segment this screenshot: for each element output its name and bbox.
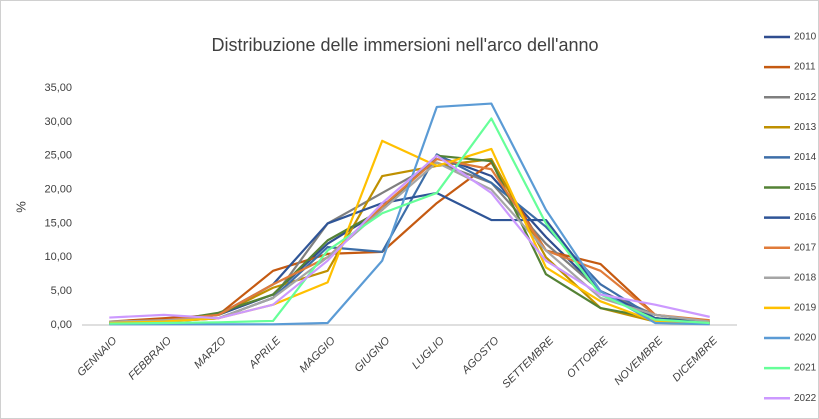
y-tick-label: 30,00 [44,116,72,128]
legend-label: 2013 [794,122,817,133]
y-tick-label: 5,00 [51,285,72,297]
legend-label: 2014 [794,152,817,163]
legend-label: 2012 [794,92,817,103]
legend-label: 2015 [794,182,817,193]
y-tick-label: 10,00 [44,251,72,263]
legend-label: 2021 [794,363,817,374]
y-tick-label: 35,00 [44,82,72,94]
series-line [109,117,710,325]
legend-label: 2016 [794,212,817,223]
legend-label: 2017 [794,242,817,253]
legend-label: 2020 [794,333,817,344]
chart-title: Distribuzione delle immersioni nell'arco… [211,35,598,55]
series-line [109,139,710,325]
series-line [109,154,710,320]
y-axis-label: % [13,201,28,213]
legend-label: 2022 [794,393,817,404]
legend-label: 2019 [794,303,817,314]
legend-label: 2010 [794,32,817,43]
y-tick-label: 15,00 [44,217,72,229]
y-tick-label: 20,00 [44,183,72,195]
y-tick-label: 25,00 [44,150,72,162]
legend-label: 2018 [794,272,817,283]
legend-label: 2011 [794,62,816,73]
y-tick-label: 0,00 [51,319,72,331]
